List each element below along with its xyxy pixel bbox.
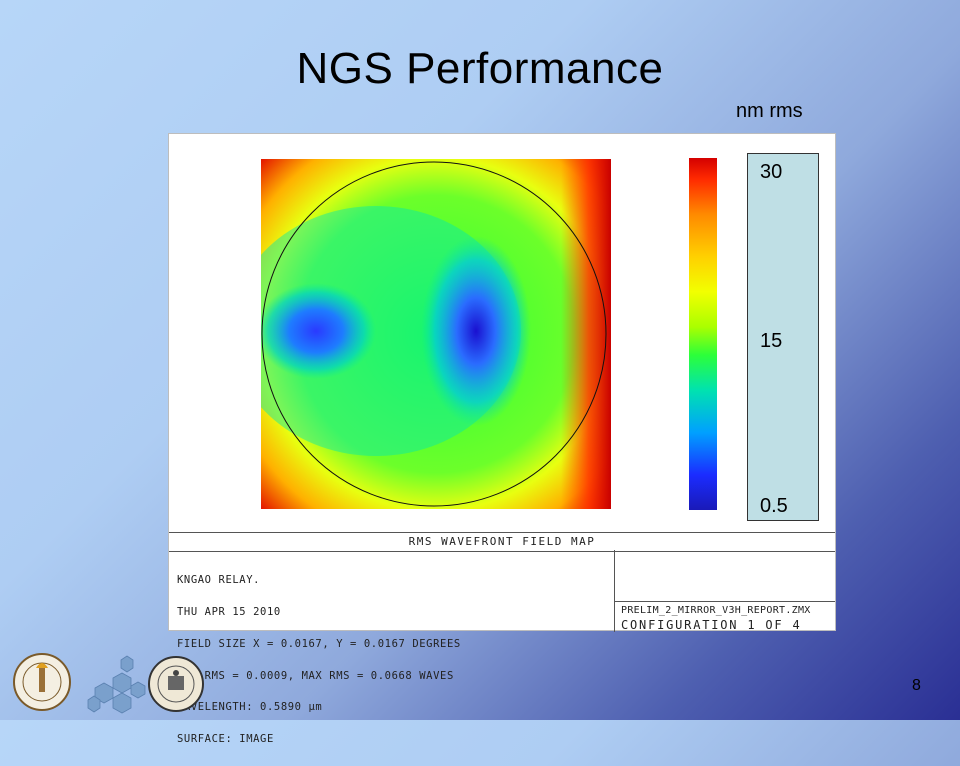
scale-min-label: 0.5 <box>760 495 788 517</box>
configuration-label: CONFIGURATION 1 OF 4 <box>621 618 802 632</box>
rms-field-map <box>261 159 611 509</box>
scale-max-label: 30 <box>760 161 783 183</box>
plot-header: RMS WAVEFRONT FIELD MAP <box>169 532 835 552</box>
info-divider-horizontal <box>614 601 835 602</box>
caltech-seal-icon <box>13 653 71 711</box>
scale-labels-box: 30 15 0.5 <box>747 153 819 521</box>
scale-mid-label: 15 <box>760 330 783 352</box>
info-line: THU APR 15 2010 <box>177 605 281 618</box>
zmx-filename: PRELIM_2_MIRROR_V3H_REPORT.ZMX <box>621 605 811 616</box>
slide-title: NGS Performance <box>296 44 664 93</box>
units-label: nm rms <box>736 100 803 122</box>
institution-logos <box>0 648 210 720</box>
info-line: FIELD SIZE X = 0.0167, Y = 0.0167 DEGREE… <box>177 637 461 650</box>
info-line: MIN RMS = 0.0009, MAX RMS = 0.0668 WAVES <box>177 669 454 682</box>
zemax-plot-panel: 30 15 0.5 RMS WAVEFRONT FIELD MAP KNGAO … <box>168 133 836 744</box>
page-number: 8 <box>912 677 921 694</box>
color-scale-bar <box>689 158 717 510</box>
info-line: WAVELENGTH: 0.5890 µm <box>177 701 323 714</box>
info-line: KNGAO RELAY. <box>177 574 261 587</box>
uc-seal-icon <box>148 656 204 712</box>
keck-segmented-mirror-icon <box>87 655 146 714</box>
info-line: SURFACE: IMAGE <box>177 733 274 746</box>
plot-info-block: KNGAO RELAY. THU APR 15 2010 FIELD SIZE … <box>177 554 607 766</box>
info-divider-vertical <box>614 550 615 632</box>
